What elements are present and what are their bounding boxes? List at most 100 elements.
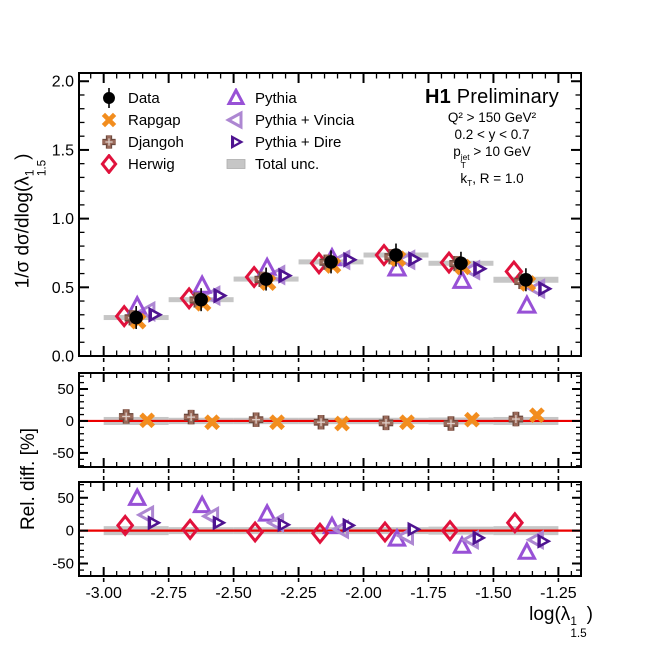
pythia-marker	[451, 269, 473, 289]
legend-label: Djangoh	[128, 133, 184, 151]
y-axis-title-ratio: Rel. diff. [%]	[18, 427, 39, 531]
herwig-marker	[505, 511, 525, 535]
dire-marker	[213, 287, 228, 304]
x-tick-label: -2.00	[345, 585, 382, 602]
herwig-marker	[180, 518, 200, 541]
legend-label: Data	[128, 89, 160, 107]
dire-marker	[342, 517, 357, 533]
dire-marker	[538, 280, 553, 297]
series-pythia	[127, 486, 537, 560]
dire-marker	[408, 251, 423, 268]
herwig-marker	[504, 259, 524, 284]
panel-frame	[78, 372, 582, 468]
y-tick-label: 0	[66, 523, 74, 540]
vincia-marker	[225, 110, 243, 130]
y-axis-title-main: 1/σ dσ/dlog(λ 1 1.5)	[12, 153, 49, 289]
pythia-marker	[386, 256, 408, 277]
legend-label: Pythia + Vincia	[255, 111, 355, 129]
pythia-marker	[321, 515, 343, 535]
x-axis-title: log(λ 1 1.5)	[529, 604, 593, 641]
rapgap-marker	[529, 407, 545, 424]
y-tick-label: 0	[66, 413, 74, 430]
vincia-marker	[200, 506, 220, 527]
series-herwig	[115, 511, 525, 545]
pythia-marker	[127, 486, 148, 506]
legend-item-pythia-dire: Pythia + Dire	[224, 131, 354, 153]
dire-marker	[537, 533, 552, 549]
rapgap-marker	[101, 112, 117, 128]
x-tick-label: -1.75	[410, 585, 447, 602]
rapgap-marker	[204, 414, 220, 431]
pythia-marker	[516, 293, 538, 314]
rapgap-marker	[464, 411, 480, 428]
cut-ptjet: p jet T > 10 GeV	[453, 144, 531, 171]
dire-marker	[407, 521, 422, 537]
rapgap-marker	[399, 414, 415, 431]
data-marker-icon	[97, 88, 121, 108]
herwig-marker	[115, 514, 135, 537]
dire-marker	[147, 515, 162, 531]
herwig-marker	[245, 520, 265, 544]
y-tick-label: -50	[52, 556, 74, 573]
cut-q2: Q² > 150 GeV²	[447, 110, 537, 125]
data-marker	[259, 267, 273, 291]
legend-item-pythia: Pythia	[224, 87, 354, 109]
pythia-dire-marker-icon	[224, 132, 248, 152]
y-tick-label: 50	[57, 490, 74, 507]
panel-frame	[78, 72, 582, 357]
y-tick-label: 0.5	[52, 280, 74, 297]
y-tick-label: -50	[52, 445, 74, 462]
dire-marker	[212, 515, 227, 531]
pythia-marker	[191, 273, 213, 294]
series-rapgap	[139, 407, 545, 432]
dire-marker	[472, 530, 487, 546]
data-marker	[389, 243, 403, 267]
cut-y: 0.2 < y < 0.7	[454, 127, 530, 142]
rapgap-marker	[139, 412, 156, 429]
x-tick-label: -1.50	[475, 585, 512, 602]
pythia-marker	[192, 494, 213, 514]
dire-marker	[278, 267, 293, 284]
herwig-marker	[310, 521, 330, 545]
legend-label: Total unc.	[255, 155, 320, 173]
series-pythia-dire	[147, 515, 552, 549]
vincia-marker	[395, 525, 414, 547]
rapgap-marker-icon	[97, 110, 121, 130]
series-pythia-dire	[148, 251, 553, 323]
series-djangoh	[118, 409, 524, 431]
data-marker	[194, 288, 208, 312]
experiment-title: H1 Preliminary	[392, 86, 592, 109]
data-marker	[454, 251, 468, 275]
y-tick-label: 0.0	[52, 349, 74, 366]
data-marker	[519, 268, 533, 292]
y-tick-label: 2.0	[52, 74, 74, 91]
legend-item-djangoh: Djangoh	[97, 131, 184, 153]
rapgap-marker	[334, 415, 350, 432]
x-tick-label: -1.25	[540, 585, 577, 602]
djangoh-marker	[508, 411, 524, 427]
vincia-marker	[135, 504, 155, 526]
djangoh-marker	[313, 415, 329, 430]
total-unc-marker-icon	[224, 154, 248, 174]
djangoh-marker	[248, 412, 264, 427]
cut-kt: kT, R = 1.0	[460, 170, 524, 188]
legend-column-2: Pythia Pythia + Vincia Pythia + Dire Total …	[224, 87, 354, 175]
legend-item-data: Data	[97, 87, 184, 109]
experiment-name: H1	[425, 86, 451, 108]
band-marker	[226, 159, 246, 169]
legend-column-1: Data Rapgap Djangoh Herwig	[97, 87, 184, 175]
x-tick-label: -3.00	[85, 585, 122, 602]
legend-item-total-unc: Total unc.	[224, 153, 354, 175]
x-tick-label: -2.75	[150, 585, 187, 602]
legend-label: Herwig	[128, 155, 175, 173]
dire-marker	[231, 135, 244, 149]
pythia-marker	[451, 534, 473, 554]
pythia-marker	[226, 88, 246, 105]
legend-label: Pythia	[255, 89, 297, 107]
herwig-marker	[100, 154, 118, 174]
djangoh-marker	[118, 409, 134, 424]
djangoh-marker	[378, 415, 394, 431]
y-tick-label: 50	[57, 381, 74, 398]
